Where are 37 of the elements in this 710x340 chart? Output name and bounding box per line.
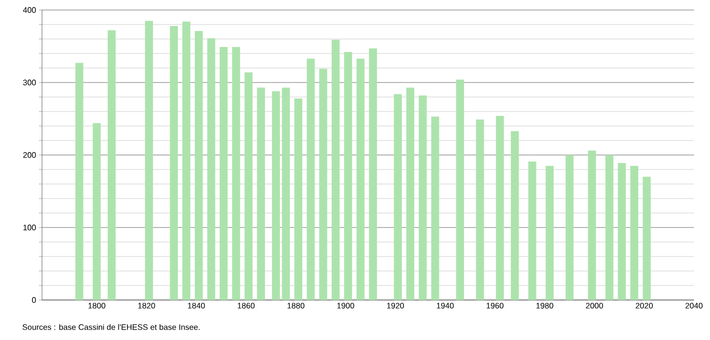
bar — [282, 88, 290, 300]
bar — [618, 162, 626, 300]
bar — [294, 98, 302, 300]
bar — [630, 166, 638, 300]
bar — [92, 123, 101, 300]
bar — [306, 58, 315, 300]
bar — [194, 31, 203, 300]
bar — [207, 38, 216, 300]
bar — [108, 30, 116, 300]
bar — [356, 58, 365, 300]
bar — [605, 155, 614, 300]
bar — [566, 155, 574, 300]
bar — [182, 22, 190, 300]
bar — [642, 176, 651, 300]
bar — [220, 46, 228, 300]
bar — [170, 26, 178, 300]
bar — [476, 119, 484, 300]
bar — [369, 48, 377, 300]
bar — [344, 52, 352, 300]
bar — [394, 94, 402, 300]
bar — [319, 68, 328, 300]
bar — [406, 88, 414, 300]
bar — [418, 96, 427, 300]
bar — [257, 88, 265, 300]
bar — [332, 40, 340, 300]
bar — [496, 116, 504, 300]
bar — [232, 46, 240, 300]
bar — [145, 20, 153, 300]
bar — [75, 62, 84, 300]
bar — [546, 166, 554, 300]
bar — [272, 91, 280, 300]
bar — [244, 72, 253, 300]
bar — [528, 162, 536, 300]
bar — [588, 150, 596, 300]
bar — [431, 116, 440, 300]
bar — [510, 131, 519, 300]
bar — [456, 80, 464, 300]
